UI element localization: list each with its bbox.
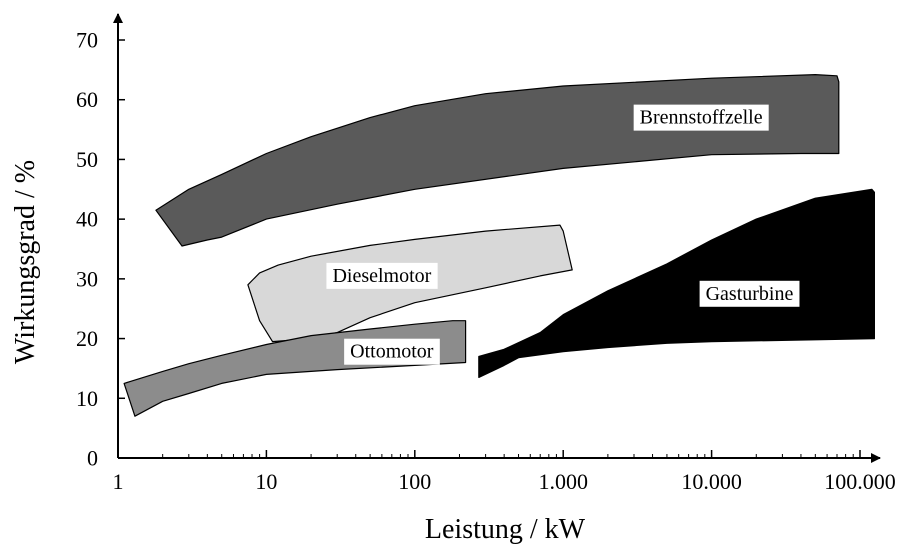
y-tick-label: 20	[76, 326, 98, 351]
region-label-brennstoffzelle: Brennstoffzelle	[640, 107, 763, 129]
region-label-group-ottomotor: Ottomotor	[344, 338, 440, 365]
x-tick-label: 1.000	[538, 469, 588, 494]
x-tick-label: 100	[398, 469, 431, 494]
y-tick-label: 40	[76, 207, 98, 232]
y-axis-title: Wirkungsgrad / %	[10, 160, 41, 364]
region-label-background	[344, 338, 440, 365]
region-label-ottomotor: Ottomotor	[350, 341, 434, 363]
region-label-group-gasturbine: Gasturbine	[699, 280, 800, 307]
region-label-background	[326, 262, 438, 289]
region-label-group-brennstoffzelle: Brennstoffzelle	[633, 104, 769, 131]
x-tick-label: 10	[255, 469, 277, 494]
x-tick-label: 100.000	[824, 469, 896, 494]
region-gasturbine	[478, 188, 876, 378]
y-tick-label: 70	[76, 28, 98, 53]
labels-layer: Brennstoffzelle Dieselmotor Ottomotor Gastu…	[326, 104, 800, 365]
x-tick-label: 1	[113, 469, 124, 494]
region-brennstoffzelle	[155, 73, 840, 247]
region-label-background	[633, 104, 769, 131]
y-tick-label: 10	[76, 386, 98, 411]
region-label-gasturbine: Gasturbine	[706, 283, 794, 305]
y-tick-label: 0	[87, 446, 98, 471]
y-tick-label: 60	[76, 87, 98, 112]
x-axis-title: Leistung / kW	[425, 514, 586, 545]
region-label-background	[699, 280, 800, 307]
y-tick-label: 50	[76, 147, 98, 172]
region-label-dieselmotor: Dieselmotor	[332, 265, 431, 287]
x-tick-label: 10.000	[681, 469, 742, 494]
y-tick-label: 30	[76, 266, 98, 291]
region-label-group-dieselmotor: Dieselmotor	[326, 262, 438, 289]
axes-layer: 0 10 20 30 40 50 60 70 1 10 100 1.000 10.000 100.000	[76, 13, 896, 494]
